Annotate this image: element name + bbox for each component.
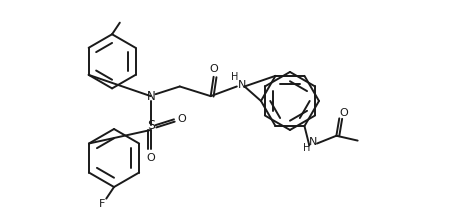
Text: N: N [146,90,155,103]
Text: S: S [147,119,155,132]
Text: O: O [146,153,155,163]
Text: F: F [99,199,106,209]
Text: H: H [303,143,310,153]
Text: N: N [237,80,246,89]
Text: O: O [209,64,218,74]
Text: O: O [340,108,348,118]
Text: H: H [231,72,238,82]
Text: N: N [309,137,317,147]
Text: O: O [177,114,186,124]
